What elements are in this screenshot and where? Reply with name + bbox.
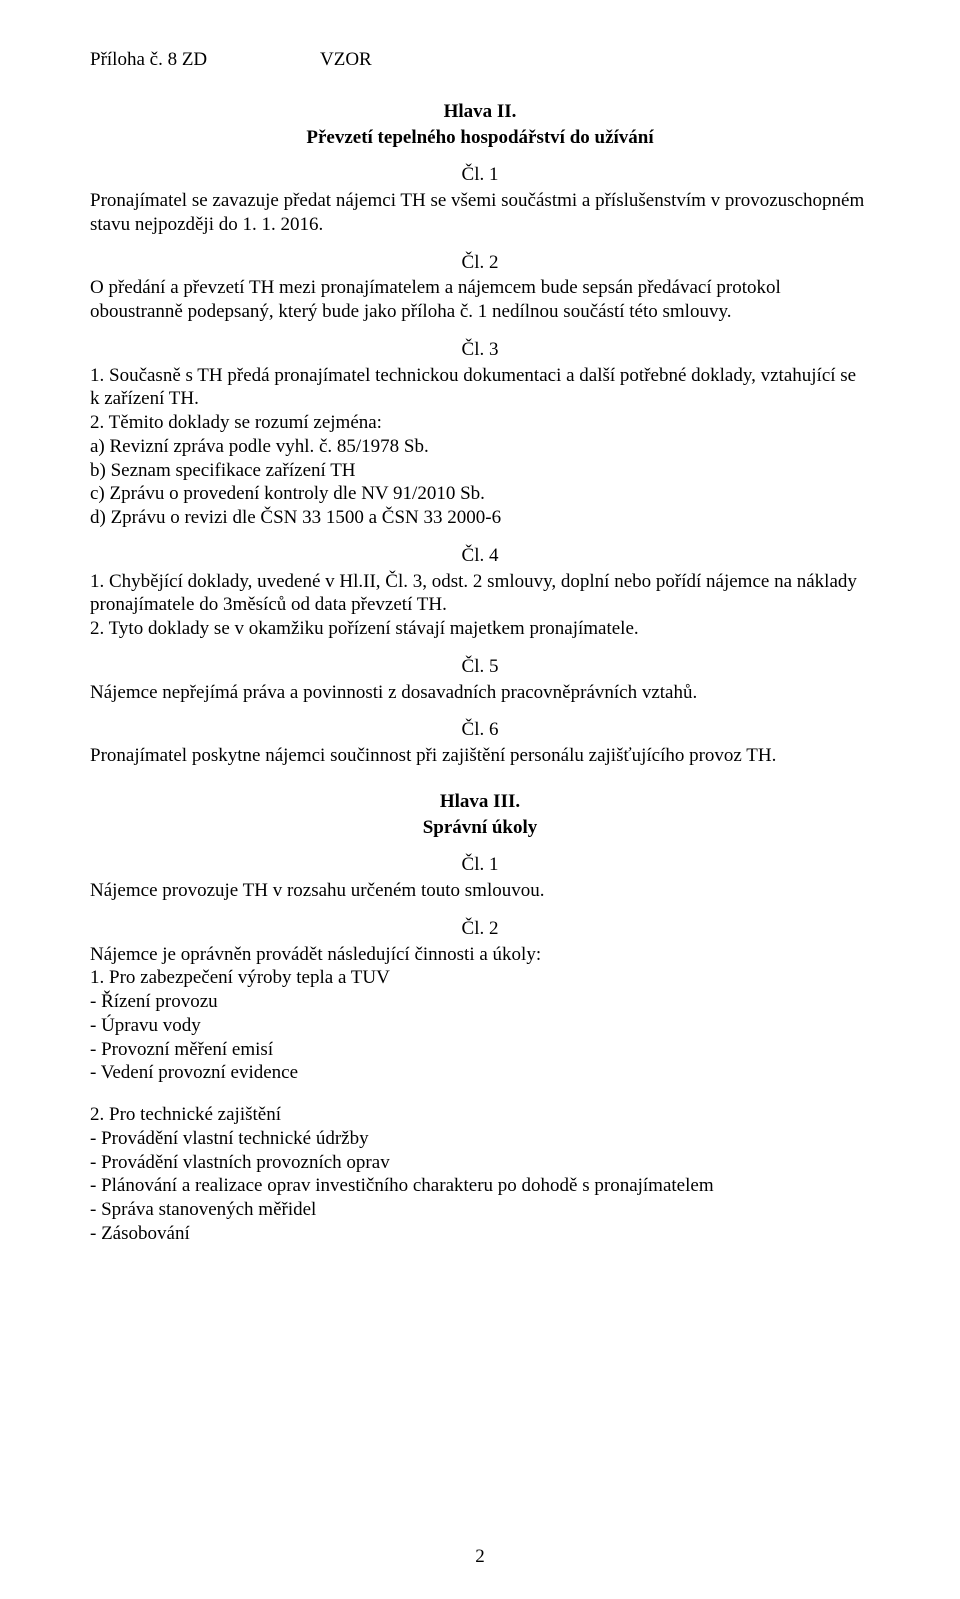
header-left: Příloha č. 8 ZD [90, 48, 320, 72]
hlava3-cl1-label: Čl. 1 [90, 853, 870, 877]
hlava2-cl3-d: d) Zprávu o revizi dle ČSN 33 1500 a ČSN… [90, 506, 870, 530]
page-number: 2 [0, 1545, 960, 1569]
hlava2-title: Hlava II. [90, 100, 870, 124]
hlava2-cl3-a: a) Revizní zpráva podle vyhl. č. 85/1978… [90, 435, 870, 459]
hlava2-cl5-text: Nájemce nepřejímá práva a povinnosti z d… [90, 681, 870, 705]
hlava3-cl2-s1-d: - Vedení provozní evidence [90, 1061, 870, 1085]
header-right: VZOR [320, 48, 372, 72]
hlava3-cl1-text: Nájemce provozuje TH v rozsahu určeném t… [90, 879, 870, 903]
hlava3-cl2-s1-b: - Úpravu vody [90, 1014, 870, 1038]
spacer [90, 1085, 870, 1103]
hlava3-cl2-s2-b: - Provádění vlastních provozních oprav [90, 1151, 870, 1175]
hlava2-cl6-text: Pronajímatel poskytne nájemci součinnost… [90, 744, 870, 768]
hlava2-subtitle: Převzetí tepelného hospodářství do užívá… [90, 126, 870, 150]
page-header: Příloha č. 8 ZD VZOR [90, 48, 870, 72]
hlava3-subtitle: Správní úkoly [90, 816, 870, 840]
hlava3-cl2-intro: Nájemce je oprávněn provádět následující… [90, 943, 870, 967]
hlava3-cl2-s2-a: - Provádění vlastní technické údržby [90, 1127, 870, 1151]
hlava3-cl2-s1-a: - Řízení provozu [90, 990, 870, 1014]
hlava2-cl4-p2: 2. Tyto doklady se v okamžiku pořízení s… [90, 617, 870, 641]
hlava2-cl2-label: Čl. 2 [90, 251, 870, 275]
hlava2-cl3-label: Čl. 3 [90, 338, 870, 362]
hlava3-cl2-s2-c: - Plánování a realizace oprav investiční… [90, 1174, 870, 1198]
hlava2-cl3-b: b) Seznam specifikace zařízení TH [90, 459, 870, 483]
hlava2-cl3-p1: 1. Současně s TH předá pronajímatel tech… [90, 364, 870, 412]
hlava2-cl3-c: c) Zprávu o provedení kontroly dle NV 91… [90, 482, 870, 506]
hlava2-cl3-p2: 2. Těmito doklady se rozumí zejména: [90, 411, 870, 435]
hlava2-cl1-label: Čl. 1 [90, 163, 870, 187]
hlava3-cl2-s2-e: - Zásobování [90, 1222, 870, 1246]
document-page: Příloha č. 8 ZD VZOR Hlava II. Převzetí … [0, 0, 960, 1599]
hlava3-cl2-s2-d: - Správa stanovených měřidel [90, 1198, 870, 1222]
hlava3-title: Hlava III. [90, 790, 870, 814]
hlava2-cl2-text: O předání a převzetí TH mezi pronajímate… [90, 276, 870, 324]
hlava3-cl2-label: Čl. 2 [90, 917, 870, 941]
hlava2-cl4-p1: 1. Chybějící doklady, uvedené v Hl.II, Č… [90, 570, 870, 618]
hlava2-cl4-label: Čl. 4 [90, 544, 870, 568]
hlava2-cl1-text: Pronajímatel se zavazuje předat nájemci … [90, 189, 870, 237]
hlava2-cl5-label: Čl. 5 [90, 655, 870, 679]
hlava2-cl6-label: Čl. 6 [90, 718, 870, 742]
hlava3-cl2-s1-title: 1. Pro zabezpečení výroby tepla a TUV [90, 966, 870, 990]
hlava3-cl2-s2-title: 2. Pro technické zajištění [90, 1103, 870, 1127]
hlava3-cl2-s1-c: - Provozní měření emisí [90, 1038, 870, 1062]
